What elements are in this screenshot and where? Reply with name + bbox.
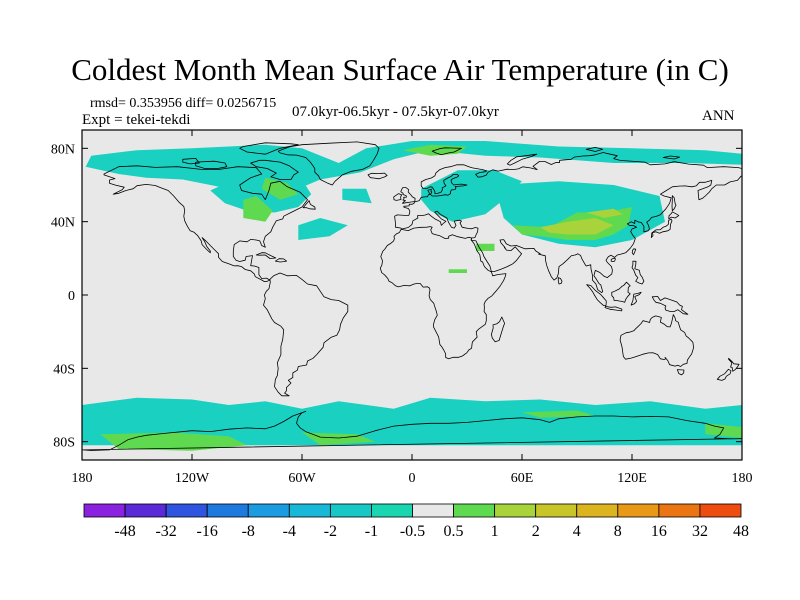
coastline-hispaniola <box>274 258 288 263</box>
anomaly-region <box>522 410 596 418</box>
lat-tick-label: 40N <box>51 216 75 231</box>
anomaly-region <box>540 218 614 235</box>
coastline-hainan <box>610 257 616 263</box>
lon-tick-label: 120E <box>617 471 647 486</box>
lon-tick-label: 0 <box>409 471 416 486</box>
anomaly-region <box>298 218 348 240</box>
coastline-madagascar <box>490 316 506 343</box>
anomaly-region <box>705 423 742 438</box>
lat-tick-label: 0 <box>68 289 75 304</box>
coastline-eurasia <box>394 152 742 294</box>
anomaly-region <box>82 397 742 446</box>
chart-title: Coldest Month Mean Surface Air Temperatu… <box>71 52 729 87</box>
coastline-south-america <box>263 272 349 397</box>
coastline-new-siberian-islands <box>662 155 681 160</box>
coastline-australia <box>619 314 694 367</box>
lon-tick-label: 60E <box>511 471 534 486</box>
anomaly-regions <box>82 141 742 451</box>
rmsd-diff-stats: rmsd= 0.353956 diff= 0.0256715 <box>90 96 277 111</box>
coastline-java <box>604 305 623 312</box>
coastline-philippines <box>631 260 645 285</box>
lat-tick-label: 40S <box>53 362 75 377</box>
period-label: 07.0kyr-06.5kyr - 07.5kyr-07.0kyr <box>292 104 499 120</box>
lon-tick-label: 180 <box>732 471 753 486</box>
coastline-antarctica <box>82 410 742 451</box>
anomaly-region <box>302 432 376 446</box>
coastline-sulawesi <box>630 291 642 306</box>
lon-tick-label: 120W <box>175 471 210 486</box>
coastline-tasmania <box>676 369 685 376</box>
coastline-sakhalin <box>671 195 677 212</box>
coastline-great-britain <box>400 187 416 204</box>
coastline-new-guinea <box>651 296 689 315</box>
anomaly-region <box>421 170 522 222</box>
coastline-north-america <box>103 165 308 283</box>
coastline-baffin-island <box>250 159 299 180</box>
lon-tick-label: 60W <box>288 471 316 486</box>
coastline-novaya-zemlya <box>506 153 538 166</box>
longitude-ticks: 180 120W 60W 0 60E 120E 180 <box>72 130 753 486</box>
anomaly-region <box>586 208 623 218</box>
coastline-severnaya-zemlya <box>585 146 604 152</box>
coastline-greenland <box>277 141 380 186</box>
coastline-svalbard <box>431 147 462 156</box>
coastline-africa <box>379 226 507 360</box>
coastlines <box>82 141 742 451</box>
coastline-iceland <box>367 172 388 180</box>
lat-tick-label: 80N <box>51 142 75 157</box>
anomaly-region <box>342 188 372 204</box>
anomaly-region <box>448 269 467 273</box>
lon-tick-label: 180 <box>72 471 93 486</box>
lat-tick-label: 80S <box>53 436 75 451</box>
coastline-ellesmere-island <box>239 142 299 155</box>
coastline-cuba <box>255 252 277 259</box>
coastline-sumatra <box>586 284 607 307</box>
season-label: ANN <box>702 108 735 124</box>
coastline-sri-lanka <box>557 277 563 285</box>
experiment-label: Expt = tekei-tekdi <box>82 112 191 128</box>
coastline-banks-island <box>182 157 200 165</box>
coastline-new-zealand-south <box>716 368 732 381</box>
latitude-ticks: 80N 40N 0 40S 80S <box>51 142 742 451</box>
coastline-victoria-island <box>195 160 228 169</box>
coastline-ireland <box>393 193 403 201</box>
coastline-new-zealand-north <box>728 357 740 372</box>
anomaly-region <box>476 243 495 251</box>
coastline-taiwan <box>631 248 637 256</box>
coastline-japan <box>650 218 673 239</box>
coastline-newfoundland <box>302 200 316 210</box>
coastline-borneo <box>611 281 631 303</box>
anomaly-region <box>243 196 273 222</box>
coastline-hokkaido <box>668 211 680 220</box>
